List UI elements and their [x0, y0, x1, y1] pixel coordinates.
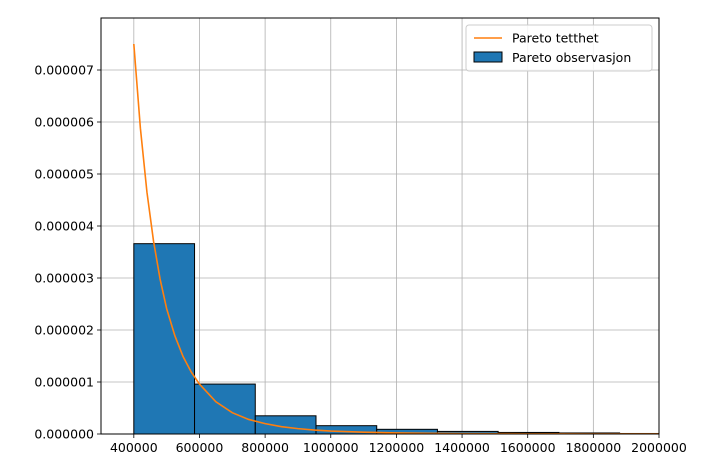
y-tick-label: 0.000005	[34, 167, 94, 182]
y-tick-label: 0.000003	[34, 271, 94, 286]
x-tick-label: 1800000	[566, 440, 622, 455]
y-tick-label: 0.000000	[34, 427, 94, 442]
x-tick-label: 400000	[110, 440, 158, 455]
legend-label-observation: Pareto observasjon	[512, 50, 631, 65]
legend-label-density: Pareto tetthet	[512, 31, 599, 46]
x-tick-label: 1000000	[303, 440, 359, 455]
histogram-bar	[254, 415, 317, 434]
y-axis: 0.000000 0.000001 0.000002 0.000003 0.000004…	[34, 63, 101, 442]
histogram-bar	[133, 243, 196, 434]
histogram-bars	[133, 243, 659, 434]
legend-box	[465, 24, 653, 72]
x-tick-label: 1600000	[500, 440, 556, 455]
y-tick-label: 0.000001	[34, 375, 94, 390]
histogram-bar	[194, 383, 256, 434]
x-tick-label: 600000	[176, 440, 224, 455]
x-axis: 400000 600000 800000 1000000 1200000 1400000 1…	[110, 434, 687, 455]
x-tick-label: 1200000	[369, 440, 425, 455]
x-tick-label: 800000	[241, 440, 289, 455]
y-tick-label: 0.000006	[34, 115, 94, 130]
y-tick-label: 0.000002	[34, 323, 94, 338]
x-tick-label: 2000000	[631, 440, 687, 455]
y-tick-label: 0.000007	[34, 63, 94, 78]
y-tick-label: 0.000004	[34, 219, 94, 234]
legend-bar-swatch	[473, 51, 503, 63]
x-tick-label: 1400000	[434, 440, 490, 455]
legend: Pareto tetthet Pareto observasjon	[465, 24, 653, 72]
